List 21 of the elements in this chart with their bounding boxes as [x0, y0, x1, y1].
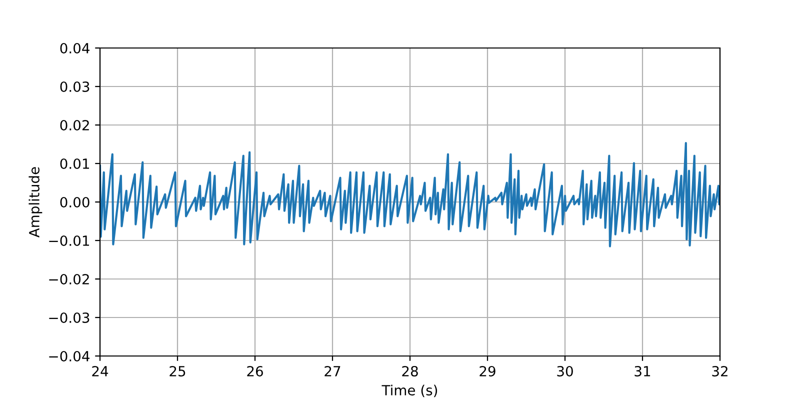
x-tick-label: 30: [557, 366, 573, 376]
y-tick-label: −0.01: [49, 235, 89, 246]
x-tick-label: 29: [480, 366, 496, 376]
y-tick-label: −0.04: [49, 350, 90, 362]
y-tick-label: 0.04: [60, 42, 90, 54]
x-tick-label: 26: [247, 366, 263, 376]
x-tick-label: 28: [402, 366, 418, 376]
x-axis-title: Time (s): [382, 384, 438, 398]
y-tick-label: 0.01: [60, 158, 89, 169]
y-tick-label: 0.00: [60, 196, 90, 208]
x-tick-label: 24: [92, 366, 108, 376]
y-axis-title: Amplitude: [28, 167, 42, 238]
y-tick-label: −0.03: [49, 312, 90, 323]
y-tick-label: 0.03: [60, 81, 90, 92]
x-tick-label: 31: [634, 366, 650, 376]
x-tick-label: 25: [170, 366, 186, 376]
y-tick-label: 0.02: [60, 120, 89, 130]
y-tick-label: −0.02: [49, 274, 89, 284]
x-tick-label: 27: [324, 366, 340, 376]
line-series: [100, 142, 720, 248]
x-tick-label: 32: [712, 366, 728, 376]
